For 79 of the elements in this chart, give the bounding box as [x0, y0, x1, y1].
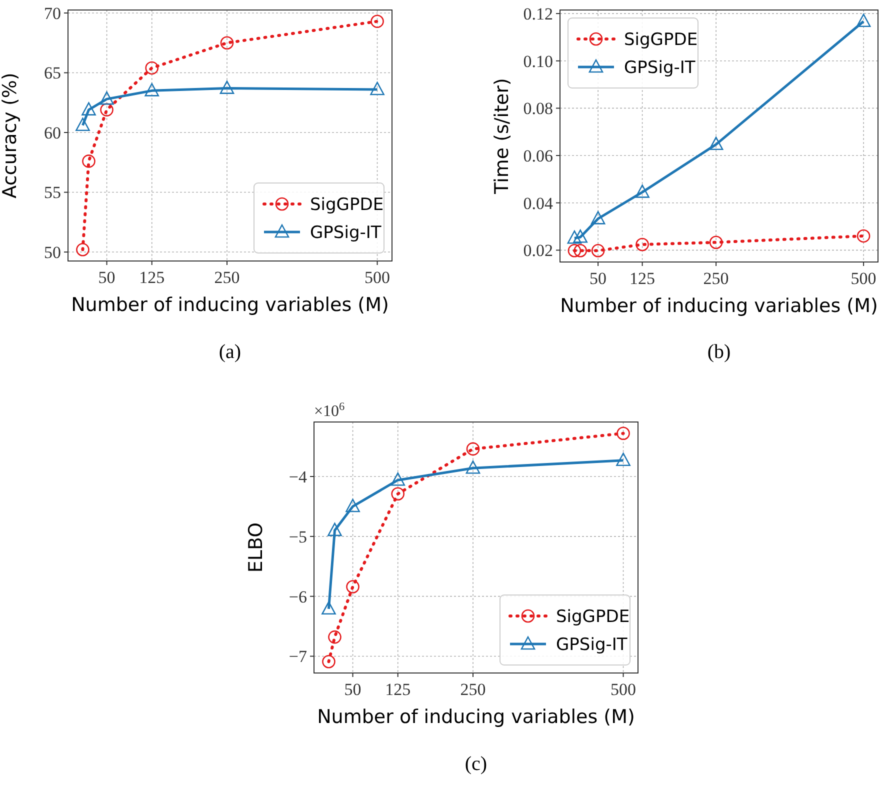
point	[82, 154, 96, 168]
text: (c)	[464, 753, 488, 775]
point	[346, 498, 360, 512]
y-tick-label: 0.12	[523, 4, 553, 24]
x-tick-label: 50	[344, 680, 362, 699]
point	[76, 242, 90, 256]
point	[76, 118, 90, 131]
y-tick-label: 0.04	[523, 194, 554, 213]
point	[466, 442, 480, 456]
x-tick-label: 500	[610, 680, 636, 699]
y-tick-label: −6	[288, 587, 307, 606]
point	[370, 82, 384, 96]
y-tick-label: −4	[288, 467, 308, 486]
x-tick-label: 125	[139, 268, 165, 287]
point	[590, 211, 606, 224]
legend-label: GPSig-IT	[624, 58, 696, 78]
point	[616, 452, 630, 466]
x-axis-title: Number of inducing variables (M)	[317, 706, 635, 728]
point	[328, 630, 342, 644]
x-tick-label: 250	[703, 269, 729, 288]
point	[144, 83, 160, 96]
point	[346, 580, 360, 594]
point	[636, 238, 649, 252]
y-tick-label: 70	[44, 4, 61, 23]
y-tick-label: 50	[44, 242, 61, 262]
point	[466, 460, 480, 474]
y-tick-label: −7	[288, 647, 308, 666]
point	[390, 472, 406, 486]
point	[220, 80, 234, 94]
text: (b)	[707, 341, 731, 363]
x-tick-label: 250	[460, 680, 486, 699]
y-tick-label: 0.06	[523, 146, 553, 166]
y-tick-label: 0.08	[523, 99, 553, 118]
x-tick-label: 500	[850, 269, 876, 288]
y-tick-label: −5	[288, 527, 307, 546]
y-tick-label: 0.10	[523, 52, 553, 71]
x-tick-label: 50	[98, 268, 116, 287]
point	[709, 236, 723, 250]
point	[635, 184, 650, 198]
point	[82, 102, 96, 116]
y-tick-label: 0.02	[523, 241, 553, 260]
point	[573, 230, 588, 243]
point	[574, 244, 588, 258]
x-axis-title: Number of inducing variables (M)	[560, 295, 878, 317]
point	[145, 61, 159, 75]
y-axis-title: ELBO	[245, 522, 267, 573]
point	[100, 103, 114, 116]
point	[328, 522, 342, 536]
y-tick-label: 60	[44, 123, 61, 142]
legend-label: GPSig-IT	[310, 222, 382, 243]
x-tick-label: 250	[214, 268, 240, 287]
point	[220, 36, 234, 50]
legend-label: SigGPDE	[310, 194, 384, 215]
x-tick-label: 125	[385, 680, 411, 699]
y-tick-label: 55	[44, 183, 61, 202]
point	[708, 136, 724, 150]
point	[100, 91, 114, 105]
point	[322, 601, 336, 615]
legend-label: SigGPDE	[624, 30, 698, 50]
x-axis-title: Number of inducing variables (M)	[71, 294, 389, 316]
x-tick-label: 500	[364, 268, 390, 287]
point	[856, 14, 871, 28]
legend-label: SigGPDE	[556, 606, 630, 627]
point	[591, 244, 605, 258]
point	[568, 244, 582, 258]
point	[856, 229, 870, 243]
text: ×10$^{6}$	[314, 401, 346, 420]
point	[370, 14, 384, 28]
y-tick-label: 65	[44, 64, 61, 83]
text: (a)	[218, 341, 242, 363]
point	[391, 487, 405, 501]
y-axis-title: Accuracy (%)	[0, 72, 21, 198]
x-tick-label: 125	[630, 269, 656, 288]
legend-label: GPSig-IT	[556, 634, 628, 655]
y-axis-title: Time (s/iter)	[491, 78, 513, 195]
point	[567, 230, 582, 244]
point	[322, 654, 336, 668]
point	[616, 426, 630, 440]
x-tick-label: 50	[590, 269, 607, 288]
